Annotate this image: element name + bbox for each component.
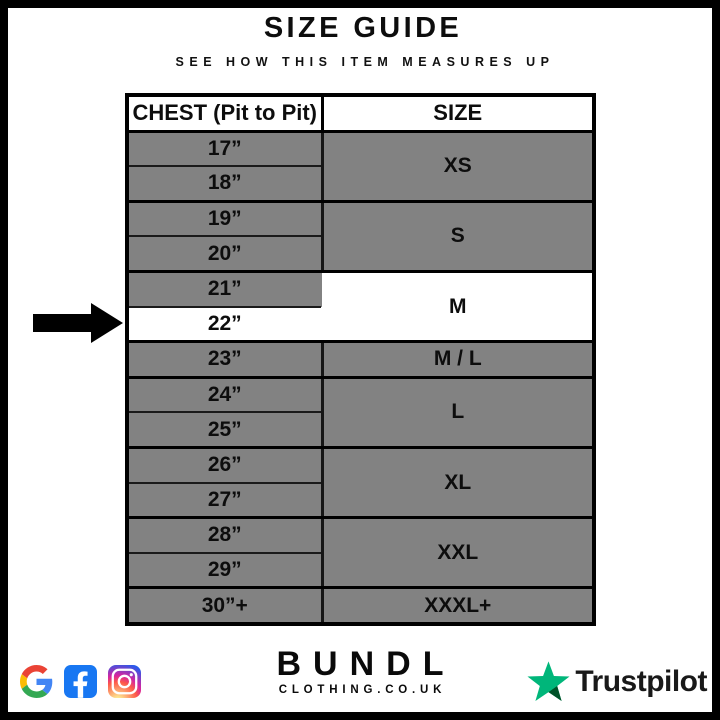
chest-cell: 22” xyxy=(126,305,322,344)
table-row: 30”+ XXXL+ xyxy=(126,586,595,626)
chest-cell: 24” xyxy=(126,376,324,414)
right-arrow-icon xyxy=(33,303,123,343)
google-icon xyxy=(20,665,53,698)
header-row: CHEST (Pit to Pit) SIZE xyxy=(126,93,595,133)
size-cell: L xyxy=(321,376,595,449)
trustpilot-logo: Trustpilot xyxy=(526,660,707,703)
table-row: 28” XXL xyxy=(126,516,595,590)
table-row: 17” XS xyxy=(126,130,595,203)
table-row: 20” xyxy=(126,235,594,273)
table-row: 21” M xyxy=(126,270,595,344)
chest-cell: 25” xyxy=(126,411,324,449)
table-row: 18” xyxy=(126,165,594,203)
chest-cell: 18” xyxy=(126,165,324,203)
facebook-icon xyxy=(64,665,97,698)
trustpilot-star-icon xyxy=(527,661,570,701)
table-row: 27” xyxy=(126,481,594,520)
brand-name: BUNDL xyxy=(276,645,456,683)
table-row: 29” xyxy=(126,551,594,590)
chest-cell: 17” xyxy=(126,130,324,168)
instagram-icon xyxy=(108,665,141,698)
table-row: 25” xyxy=(126,411,594,449)
table-row: 24” L xyxy=(126,376,595,449)
chest-cell: 21” xyxy=(126,270,322,308)
chest-cell: 28” xyxy=(126,516,324,554)
size-guide-table: CHEST (Pit to Pit) SIZE 17” XS 18” 19” S 20” 2… xyxy=(125,93,596,626)
table-row: 23” M / L xyxy=(126,340,595,379)
size-cell: XXL xyxy=(321,516,595,590)
chest-cell: 19” xyxy=(126,200,324,238)
trustpilot-label: Trustpilot xyxy=(575,664,707,698)
chest-cell: 29” xyxy=(126,551,324,590)
size-cell: XXXL+ xyxy=(321,586,595,626)
chest-cell: 27” xyxy=(126,481,324,520)
column-header-size: SIZE xyxy=(321,93,595,133)
table-row: 19” S xyxy=(126,200,595,273)
chest-cell: 20” xyxy=(126,235,324,273)
column-header-chest: CHEST (Pit to Pit) xyxy=(126,93,324,133)
chest-cell: 23” xyxy=(126,340,324,379)
size-cell: M xyxy=(322,270,595,344)
table-row: 22” xyxy=(126,305,594,344)
page-title: SIZE GUIDE xyxy=(263,12,463,44)
social-icons xyxy=(20,665,141,698)
size-cell: M / L xyxy=(321,340,595,379)
chest-cell: 26” xyxy=(126,446,324,484)
table-row: 26” XL xyxy=(126,446,595,520)
size-cell: XL xyxy=(321,446,595,520)
brand-logo: BUNDL CLOTHING.CO.UK xyxy=(0,647,720,697)
brand-domain: CLOTHING.CO.UK xyxy=(278,684,447,696)
chest-cell: 30”+ xyxy=(126,586,324,626)
page-subtitle: SEE HOW THIS ITEM MEASURES UP xyxy=(175,55,555,69)
size-cell: S xyxy=(321,200,595,273)
size-cell: XS xyxy=(321,130,595,203)
